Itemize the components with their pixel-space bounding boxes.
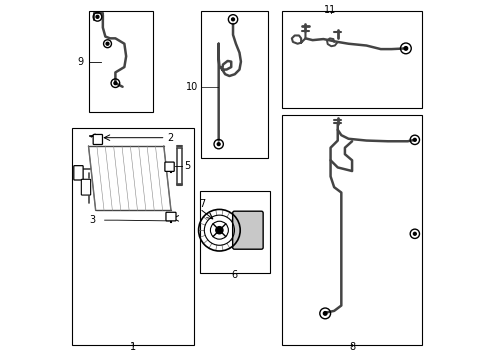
- Circle shape: [215, 226, 223, 234]
- FancyBboxPatch shape: [74, 166, 83, 180]
- FancyBboxPatch shape: [81, 179, 90, 195]
- Bar: [282, 116, 421, 345]
- FancyBboxPatch shape: [165, 212, 176, 221]
- Bar: [72, 128, 194, 345]
- Text: 9: 9: [78, 57, 83, 67]
- Text: 10: 10: [185, 82, 198, 92]
- Text: 2: 2: [167, 133, 173, 143]
- Circle shape: [231, 18, 234, 21]
- Text: 3: 3: [89, 215, 96, 225]
- Text: 7: 7: [199, 199, 205, 210]
- FancyBboxPatch shape: [164, 162, 174, 171]
- FancyBboxPatch shape: [93, 134, 102, 144]
- Text: 11: 11: [324, 5, 336, 15]
- Circle shape: [106, 42, 109, 45]
- Bar: [199, 191, 269, 273]
- Circle shape: [412, 138, 415, 141]
- Circle shape: [114, 82, 117, 85]
- Circle shape: [412, 232, 415, 235]
- Circle shape: [96, 15, 99, 18]
- Text: 1: 1: [130, 342, 136, 352]
- Bar: [88, 12, 153, 112]
- FancyBboxPatch shape: [232, 211, 263, 249]
- Circle shape: [403, 46, 407, 50]
- Text: 8: 8: [348, 342, 354, 352]
- Bar: [201, 12, 267, 158]
- Text: 5: 5: [184, 161, 190, 171]
- Circle shape: [323, 312, 326, 315]
- Bar: [282, 12, 421, 108]
- Text: 4: 4: [73, 168, 79, 178]
- Circle shape: [217, 143, 220, 145]
- Text: 6: 6: [231, 270, 237, 280]
